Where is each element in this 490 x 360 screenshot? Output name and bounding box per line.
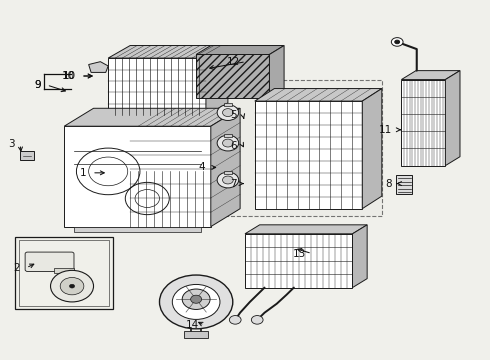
Text: 5: 5 — [231, 111, 237, 121]
Bar — [184, 330, 208, 338]
Circle shape — [222, 139, 233, 147]
Polygon shape — [64, 108, 240, 126]
Text: 9: 9 — [34, 80, 41, 90]
Polygon shape — [270, 45, 284, 98]
Text: 1: 1 — [79, 168, 86, 178]
Bar — [19, 240, 109, 306]
Text: 11: 11 — [378, 125, 392, 135]
Polygon shape — [89, 62, 108, 72]
Polygon shape — [401, 71, 460, 80]
Bar — [245, 234, 352, 288]
Bar — [396, 175, 412, 194]
Text: 2: 2 — [14, 263, 20, 273]
Circle shape — [159, 275, 233, 329]
Bar — [401, 80, 445, 166]
Text: 12: 12 — [227, 57, 240, 67]
Text: 10: 10 — [62, 71, 75, 81]
Polygon shape — [206, 45, 228, 116]
Bar — [255, 101, 362, 209]
Bar — [201, 80, 382, 216]
Circle shape — [392, 38, 403, 46]
Circle shape — [217, 135, 239, 151]
Text: 13: 13 — [293, 248, 306, 258]
Circle shape — [182, 289, 210, 310]
Text: 9: 9 — [35, 80, 41, 90]
Bar — [223, 134, 232, 137]
Circle shape — [229, 316, 241, 324]
Text: 8: 8 — [385, 179, 392, 189]
Circle shape — [60, 278, 84, 295]
Text: 3: 3 — [8, 139, 14, 149]
Bar — [108, 58, 206, 116]
Circle shape — [395, 40, 400, 44]
Bar — [196, 54, 270, 98]
Bar — [223, 171, 232, 174]
Text: 6: 6 — [231, 141, 237, 151]
Circle shape — [222, 176, 233, 184]
Bar — [20, 151, 34, 160]
Circle shape — [222, 109, 233, 117]
Bar — [64, 126, 211, 226]
Circle shape — [50, 270, 94, 302]
Circle shape — [251, 316, 263, 324]
FancyBboxPatch shape — [25, 252, 74, 271]
Polygon shape — [445, 71, 460, 166]
Text: 7: 7 — [231, 179, 237, 189]
Bar — [15, 237, 113, 309]
Circle shape — [217, 172, 239, 188]
Polygon shape — [211, 108, 240, 226]
Bar — [223, 103, 232, 106]
Polygon shape — [108, 45, 228, 58]
Polygon shape — [255, 89, 382, 101]
Circle shape — [172, 284, 220, 319]
Polygon shape — [352, 225, 367, 288]
Text: 14: 14 — [185, 320, 198, 330]
Polygon shape — [74, 226, 201, 232]
Polygon shape — [196, 45, 284, 54]
Bar — [54, 267, 74, 273]
Circle shape — [217, 105, 239, 121]
Polygon shape — [362, 89, 382, 209]
Text: 4: 4 — [198, 162, 205, 172]
Circle shape — [191, 295, 202, 303]
Text: 10: 10 — [63, 71, 76, 81]
Polygon shape — [245, 225, 367, 234]
Circle shape — [70, 284, 74, 288]
